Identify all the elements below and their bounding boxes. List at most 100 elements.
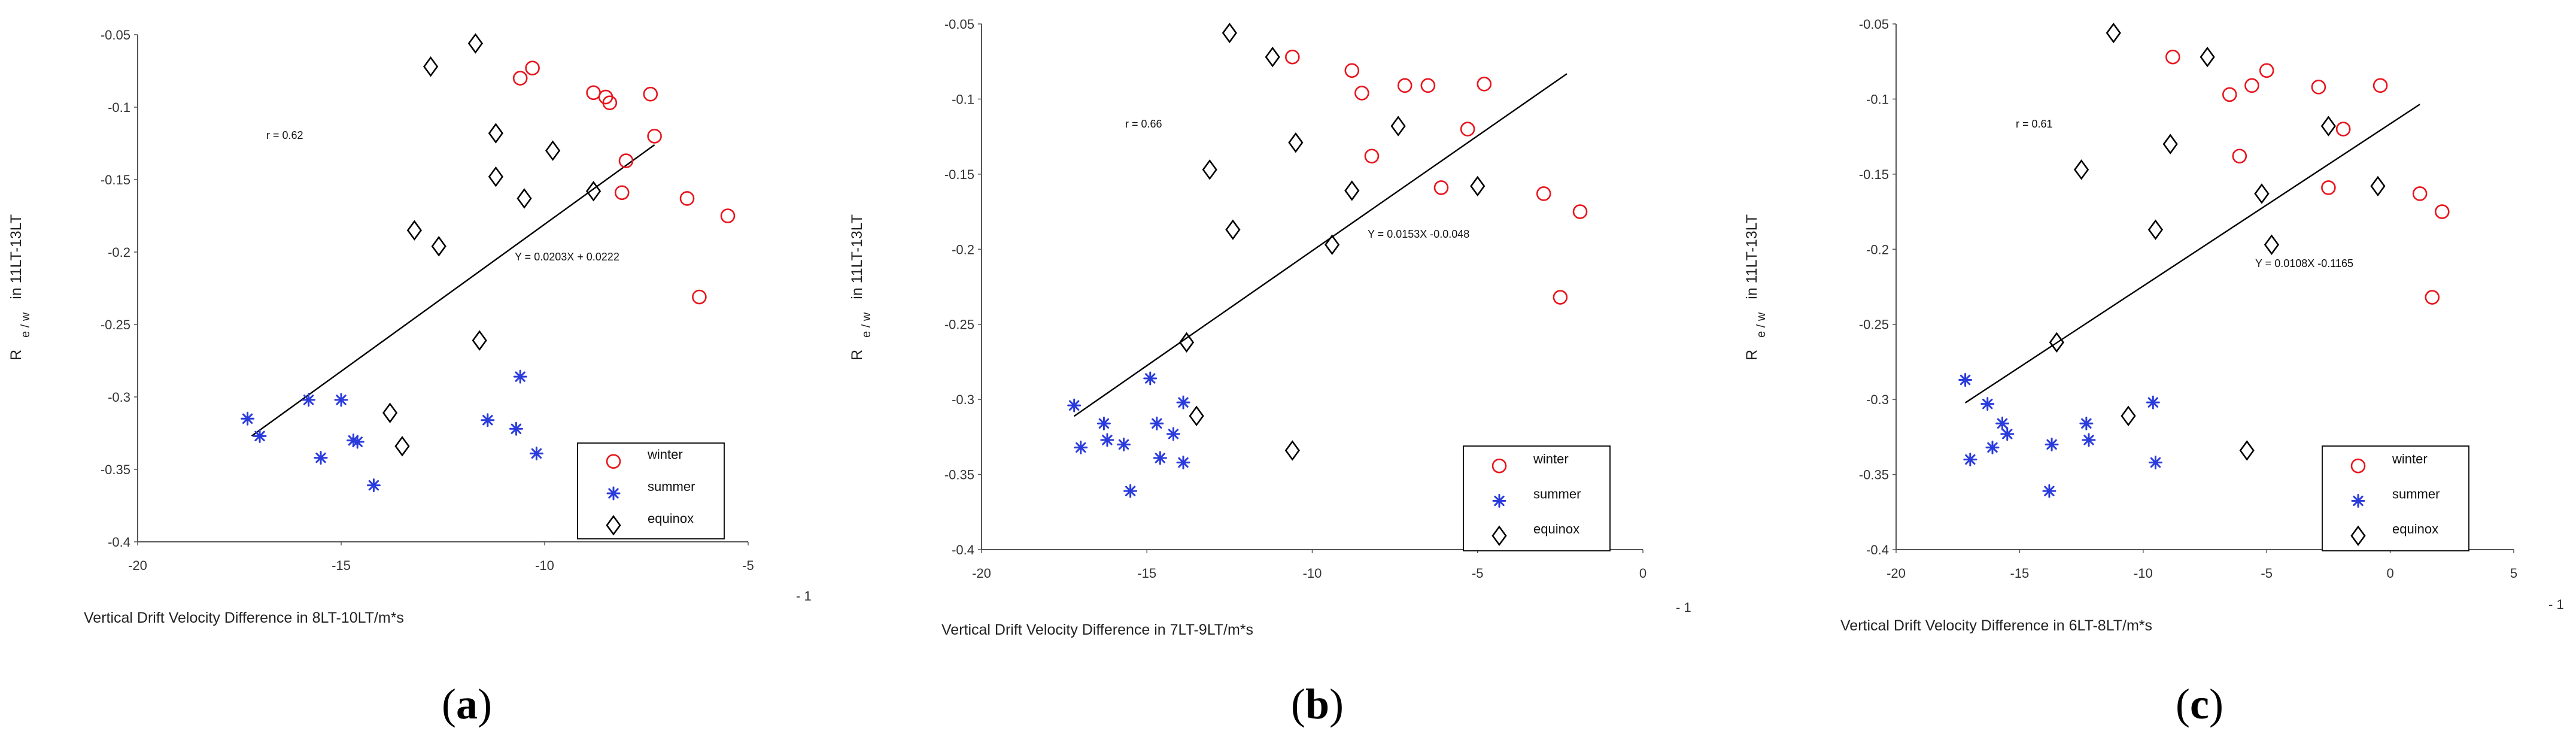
y-tick-label: -0.25 bbox=[944, 317, 974, 332]
winter-point bbox=[692, 289, 707, 305]
y-tick-label: -0.15 bbox=[101, 172, 130, 187]
y-tick-label: -0.2 bbox=[1866, 242, 1889, 257]
y-tick-label: -0.25 bbox=[1859, 317, 1889, 332]
x-tick-label: 0 bbox=[2386, 566, 2393, 581]
y-axis-label-tail: in 11LT-13LT bbox=[8, 214, 25, 299]
y-tick-label: -0.4 bbox=[952, 542, 974, 557]
equinox-point bbox=[1288, 132, 1304, 153]
legend-winter-marker bbox=[2350, 458, 2366, 474]
winter-point bbox=[602, 95, 618, 111]
winter-point bbox=[1397, 78, 1412, 93]
equinox-point bbox=[1189, 405, 1204, 426]
legend-winter-marker bbox=[1491, 458, 1507, 474]
legend-summer-label: summer bbox=[648, 479, 695, 494]
panel-label-letter: c bbox=[2190, 680, 2209, 728]
summer-point bbox=[1153, 451, 1167, 465]
y-axis-label-main: R bbox=[849, 350, 865, 360]
winter-point bbox=[1572, 204, 1588, 219]
equinox-point bbox=[545, 140, 561, 161]
summer-point bbox=[509, 421, 523, 436]
y-axis-label-subscript: e / w bbox=[19, 312, 32, 338]
winter-point bbox=[2373, 78, 2388, 93]
legend-equinox-label: equinox bbox=[648, 511, 694, 526]
winter-point bbox=[1460, 122, 1475, 137]
y-axis-label: Re / w in 11LT-13LT bbox=[8, 214, 32, 360]
legend-summer-marker bbox=[2351, 494, 2365, 508]
regression-equation: Y = 0.0203X + 0.0222 bbox=[515, 251, 619, 263]
winter-point bbox=[1285, 49, 1300, 65]
y-tick-label: -0.4 bbox=[108, 535, 130, 550]
equinox-point bbox=[472, 330, 487, 351]
winter-point bbox=[1477, 77, 1492, 92]
y-axis-label-tail: in 11LT-13LT bbox=[1743, 214, 1760, 299]
winter-point bbox=[2232, 148, 2247, 164]
y-axis-label-subscript: e / w bbox=[860, 312, 873, 338]
winter-point bbox=[2165, 49, 2180, 65]
x-tick-label: -15 bbox=[332, 558, 351, 573]
winter-point bbox=[720, 208, 736, 223]
equinox-point bbox=[1178, 332, 1195, 353]
y-axis-label-main: R bbox=[1743, 350, 1760, 360]
summer-point bbox=[2082, 433, 2096, 447]
x-axis-label-superscript: - 1 bbox=[1676, 600, 1691, 615]
x-tick-label: -10 bbox=[2134, 566, 2153, 581]
summer-point bbox=[1150, 416, 1164, 430]
summer-point bbox=[366, 478, 381, 493]
summer-point bbox=[1980, 397, 1995, 411]
equinox-point bbox=[488, 123, 504, 144]
legend: winter summer equinox bbox=[2322, 445, 2469, 551]
y-tick-label: -0.05 bbox=[101, 28, 130, 43]
summer-point bbox=[253, 429, 267, 443]
legend-equinox-marker bbox=[1491, 525, 1507, 547]
equinox-point bbox=[2049, 332, 2064, 353]
winter-point bbox=[1553, 290, 1568, 305]
legend-winter-label: winter bbox=[647, 447, 683, 462]
equinox-point bbox=[382, 402, 398, 423]
regression-equation: Y = 0.0108X -0.1165 bbox=[2255, 257, 2353, 269]
regression-line bbox=[1964, 104, 2420, 404]
equinox-point bbox=[1225, 219, 1241, 240]
y-axis-label-subscript: e / w bbox=[1755, 312, 1768, 338]
summer-point bbox=[1074, 440, 1088, 454]
winter-point bbox=[2311, 80, 2326, 95]
winter-point bbox=[618, 153, 634, 168]
equinox-point bbox=[431, 236, 446, 257]
x-tick-label: -5 bbox=[2261, 566, 2273, 581]
winter-point bbox=[1536, 186, 1551, 201]
y-tick-label: -0.05 bbox=[944, 17, 974, 32]
legend-equinox-label: equinox bbox=[1533, 521, 1579, 536]
panel-label-open: ( bbox=[1291, 680, 1305, 728]
summer-point bbox=[1963, 452, 1977, 466]
equinox-point bbox=[467, 33, 484, 54]
winter-point bbox=[1354, 86, 1369, 101]
y-tick-label: -0.15 bbox=[1859, 167, 1889, 182]
correlation-annotation: r = 0.61 bbox=[2016, 118, 2053, 130]
equinox-point bbox=[2370, 175, 2386, 197]
summer-point bbox=[1995, 416, 2009, 430]
y-tick-label: -0.35 bbox=[944, 468, 974, 483]
x-tick-label: -10 bbox=[1303, 566, 1322, 581]
panel-label-close: ) bbox=[478, 680, 492, 728]
y-axis-label: Re / w in 11LT-13LT bbox=[849, 214, 873, 360]
x-tick-label: -20 bbox=[972, 566, 991, 581]
winter-point bbox=[2244, 78, 2259, 93]
x-tick-label: 5 bbox=[2510, 566, 2517, 581]
y-tick-label: -0.15 bbox=[944, 167, 974, 182]
y-tick-label: -0.1 bbox=[108, 100, 130, 115]
legend-summer-marker bbox=[606, 486, 621, 501]
x-tick-label: -15 bbox=[2010, 566, 2030, 581]
regression-line bbox=[251, 144, 655, 437]
equinox-point bbox=[1344, 180, 1360, 201]
y-tick-label: -0.4 bbox=[1866, 542, 1889, 557]
legend-equinox-marker bbox=[2350, 525, 2366, 547]
regression-equation: Y = 0.0153X -0.0.048 bbox=[1368, 228, 1469, 240]
winter-point bbox=[1433, 180, 1449, 195]
panel-label-letter: a bbox=[456, 680, 478, 728]
equinox-point bbox=[1265, 46, 1280, 68]
legend-summer-label: summer bbox=[1533, 487, 1581, 502]
equinox-point bbox=[2147, 219, 2164, 240]
y-tick-label: -0.05 bbox=[1859, 17, 1889, 32]
chart-panel-c: -0.4 -0.35 -0.3 -0.25 -0.2 -0.15 -0.1 -0.05 -20 -… bbox=[1743, 17, 2564, 728]
